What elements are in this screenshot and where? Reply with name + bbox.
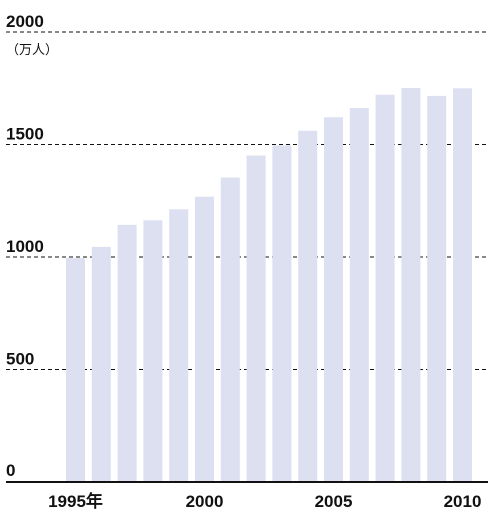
bar-2002 bbox=[246, 155, 266, 482]
x-tick-label: 2000 bbox=[186, 492, 224, 511]
bar-1998 bbox=[143, 220, 163, 482]
x-tick-label: 1995年 bbox=[48, 491, 103, 511]
y-tick-label: 0 bbox=[6, 461, 15, 480]
unit-label: （万人） bbox=[6, 43, 58, 58]
bar-2010 bbox=[453, 88, 472, 482]
bar-2000 bbox=[195, 196, 214, 482]
bar-1997 bbox=[117, 224, 137, 482]
bar-2003 bbox=[272, 145, 292, 482]
bars bbox=[66, 88, 472, 483]
x-tick-label: 2005 bbox=[315, 492, 353, 511]
y-tick-label: 500 bbox=[6, 350, 34, 369]
bar-2007 bbox=[375, 94, 395, 483]
bar-2005 bbox=[324, 117, 343, 483]
bar-2004 bbox=[298, 130, 318, 482]
x-tick-label: 2010 bbox=[444, 492, 482, 511]
y-tick-label: 1500 bbox=[6, 125, 44, 144]
bar-2001 bbox=[220, 177, 240, 482]
bar-2006 bbox=[349, 108, 369, 483]
bar-1995 bbox=[66, 258, 85, 482]
bar-2009 bbox=[427, 95, 447, 483]
x-tick-labels: 1995年 2000 2005 2010 bbox=[48, 491, 481, 511]
y-tick-labels: 0 500 1000 1500 2000 bbox=[6, 12, 44, 480]
y-tick-label: 2000 bbox=[6, 12, 44, 31]
y-tick-label: 1000 bbox=[6, 237, 44, 256]
bar-1999 bbox=[169, 209, 189, 483]
bar-2008 bbox=[401, 88, 421, 483]
bar-1996 bbox=[91, 246, 111, 482]
